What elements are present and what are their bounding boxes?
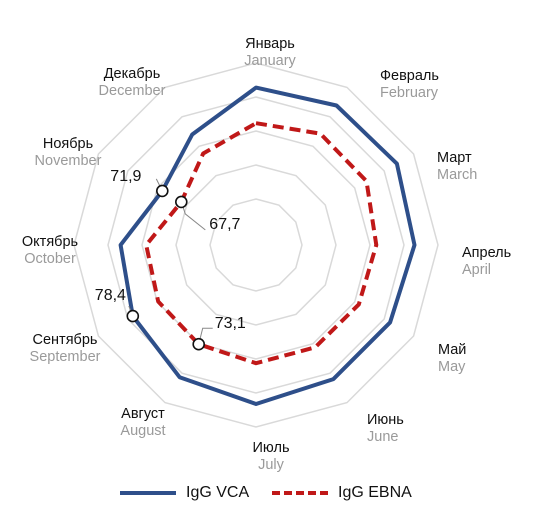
grid-ring-1 [175,164,337,326]
category-label-ru: Апрель [462,245,511,261]
category-label-en: December [99,83,166,99]
legend-item-ebna: IgG EBNA [272,484,412,502]
grid-ring-4 [73,62,439,428]
data-label-3: 73,1 [215,315,246,332]
category-label-en: February [380,85,439,101]
category-label-ru: Январь [245,36,295,52]
legend-line-ebna-icon [272,491,328,495]
category-label-en: June [367,429,398,445]
radar-grid [73,62,439,428]
category-label-en: November [35,153,102,169]
category-label-ru: Февраль [380,68,439,84]
category-label-ru: Июль [253,440,290,456]
category-label-ru: Март [437,150,472,166]
category-label-en: March [437,167,477,183]
category-label-ru: Май [438,342,466,358]
data-point-marker-3 [192,337,205,351]
legend-label-vca: IgG VCA [186,484,250,501]
legend-label-ebna: IgG EBNA [338,484,412,501]
category-label-en: January [244,53,296,69]
category-label-ru: Декабрь [104,66,161,82]
category-label-en: July [258,457,285,473]
legend-line-vca-icon [120,491,176,495]
category-label-en: August [120,423,165,439]
category-label-en: May [438,359,466,375]
category-label-ru: Июнь [367,412,404,428]
grid-ring-0 [209,198,303,292]
category-label-en: September [30,349,101,365]
category-label-en: October [24,251,76,267]
data-labels: 78,4 71,9 67,7 73,1 [95,168,246,351]
data-point-marker-1 [156,184,169,198]
category-label-en: April [462,262,491,278]
data-point-marker-2 [175,195,188,209]
legend: IgG VCA IgG EBNA [0,480,536,510]
grid-ring-3 [107,96,405,394]
category-label-ru: Ноябрь [43,136,93,152]
data-point-marker-0 [126,309,140,323]
legend-item-vca: IgG VCA [120,484,249,502]
data-label-1: 71,9 [110,168,141,185]
category-label-ru: Октябрь [22,234,78,250]
category-label-ru: Сентябрь [33,332,98,348]
category-label-ru: Август [121,406,165,422]
data-label-0: 78,4 [95,287,126,304]
data-label-2: 67,7 [209,216,240,233]
